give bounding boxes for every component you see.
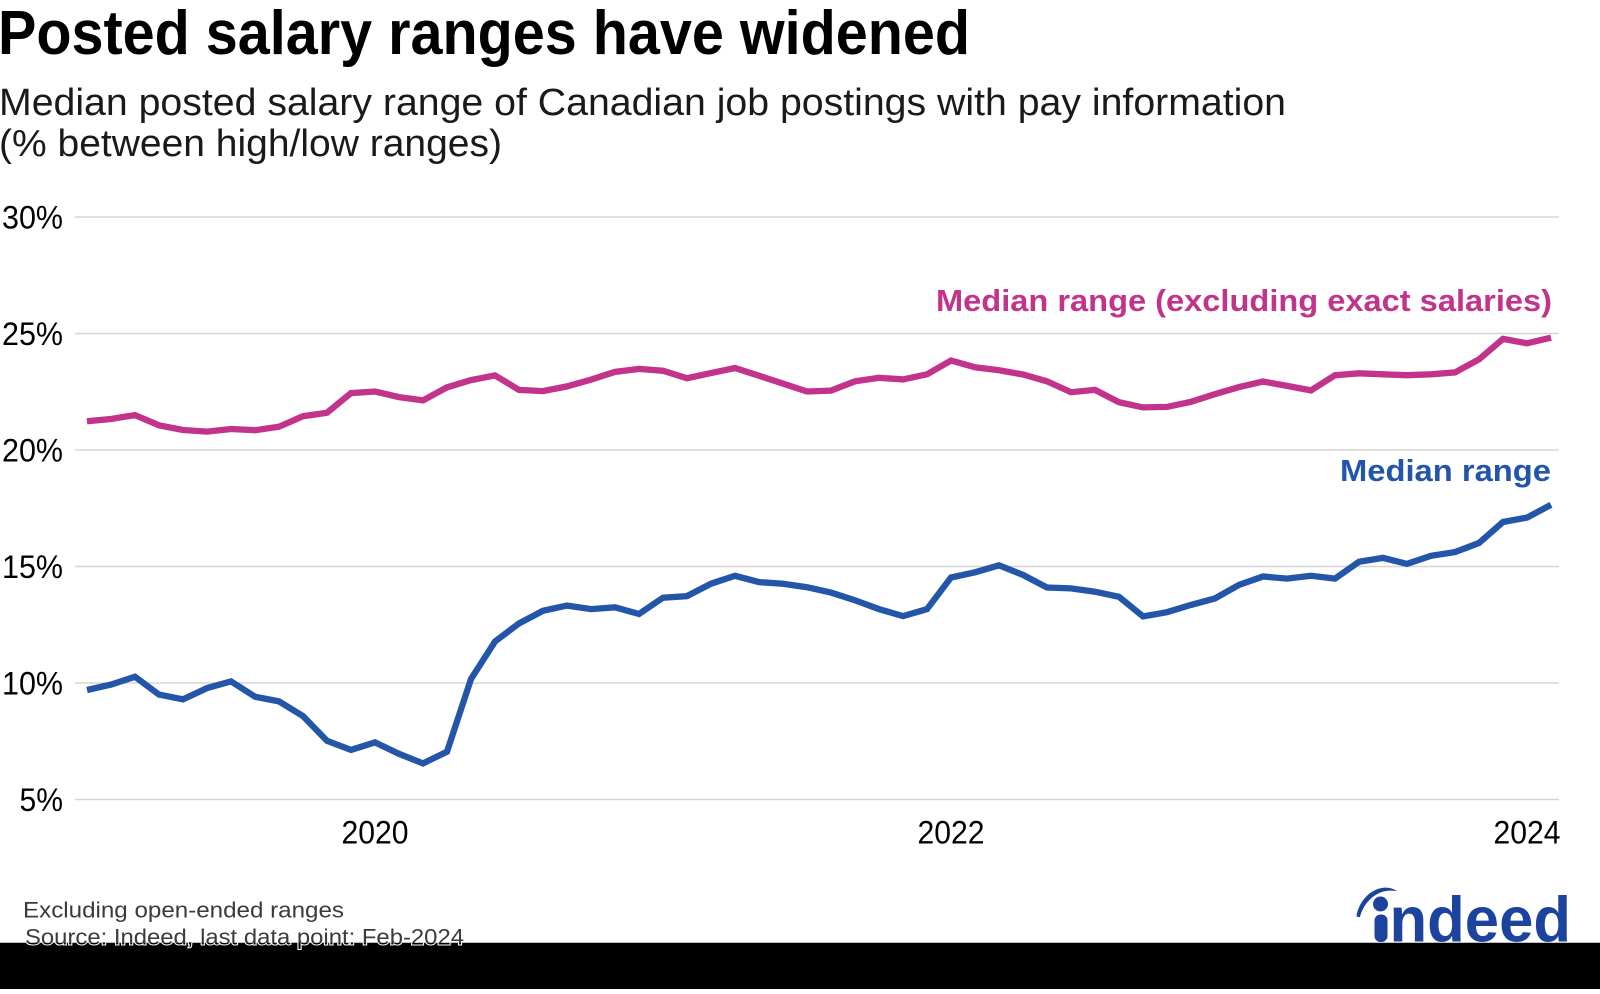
svg-text:Median range: Median range — [1340, 453, 1551, 488]
svg-text:2024: 2024 — [1494, 815, 1561, 851]
svg-text:15%: 15% — [2, 549, 63, 585]
svg-text:Posted salary ranges have wide: Posted salary ranges have widened — [0, 0, 970, 68]
svg-text:2020: 2020 — [342, 815, 409, 851]
svg-text:30%: 30% — [2, 200, 63, 236]
svg-text:20%: 20% — [2, 433, 63, 469]
svg-text:(% between high/low ranges): (% between high/low ranges) — [0, 123, 502, 165]
svg-text:25%: 25% — [2, 316, 63, 352]
svg-text:Source: Indeed, last data poin: Source: Indeed, last data point: Feb-202… — [25, 925, 464, 950]
svg-text:Median posted salary range of: Median posted salary range of Canadian j… — [0, 82, 1286, 124]
svg-text:Excluding open-ended ranges: Excluding open-ended ranges — [23, 898, 344, 923]
svg-text:Median range (excluding exact: Median range (excluding exact salaries) — [936, 283, 1552, 318]
svg-text:2022: 2022 — [918, 815, 985, 851]
svg-text:5%: 5% — [20, 782, 64, 818]
svg-text:10%: 10% — [2, 666, 63, 702]
svg-text:ndeed: ndeed — [1390, 884, 1572, 956]
